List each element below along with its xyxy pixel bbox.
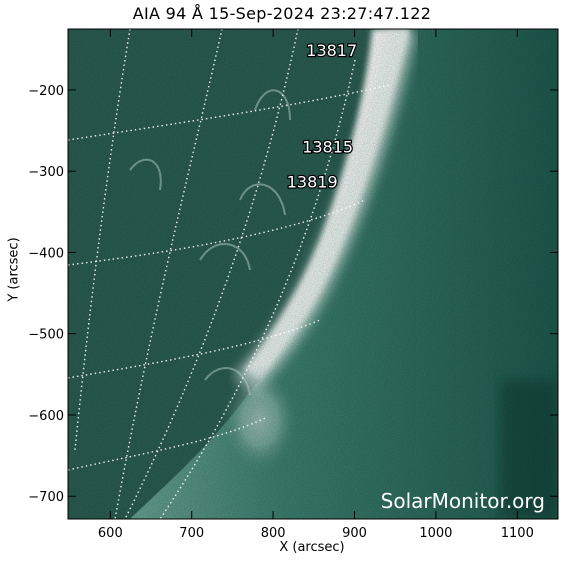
longitude-line [159, 59, 356, 519]
heliographic-grid [68, 29, 391, 519]
x-tick-label: 600 [98, 526, 123, 541]
solar-image [68, 29, 558, 519]
y-tick-label: −700 [28, 490, 64, 505]
x-axis: 600 700 800 900 1000 1100 [98, 29, 534, 541]
solarmonitor-watermark: SolarMonitor.org [381, 489, 545, 513]
x-tick-label: 900 [342, 526, 367, 541]
active-region-label: 13815 [302, 138, 353, 157]
x-tick-label: 800 [261, 526, 286, 541]
latitude-line [68, 417, 266, 471]
x-axis-label: X (arcsec) [279, 540, 345, 555]
y-axis: −200 −300 −400 −500 −600 −700 [28, 84, 558, 505]
x-tick-label: 1000 [419, 526, 452, 541]
y-tick-label: −200 [28, 84, 64, 99]
y-tick-label: −300 [28, 165, 64, 180]
y-axis-label: Y (arcsec) [6, 237, 22, 302]
plot-frame [67, 28, 559, 520]
x-tick-label: 700 [179, 526, 204, 541]
y-tick-label: −600 [28, 409, 64, 424]
latitude-line [68, 199, 366, 266]
figure-title: AIA 94 Å 15-Sep-2024 23:27:47.122 [132, 4, 432, 23]
active-region-labels: 13817 13815 13819 [286, 40, 359, 193]
active-region-label: 13819 [287, 172, 338, 191]
y-tick-label: −400 [28, 246, 64, 261]
y-tick-label: −500 [28, 328, 64, 343]
x-tick-label: 1100 [501, 526, 534, 541]
active-region-label: 13817 [306, 41, 357, 60]
latitude-line [68, 84, 391, 141]
